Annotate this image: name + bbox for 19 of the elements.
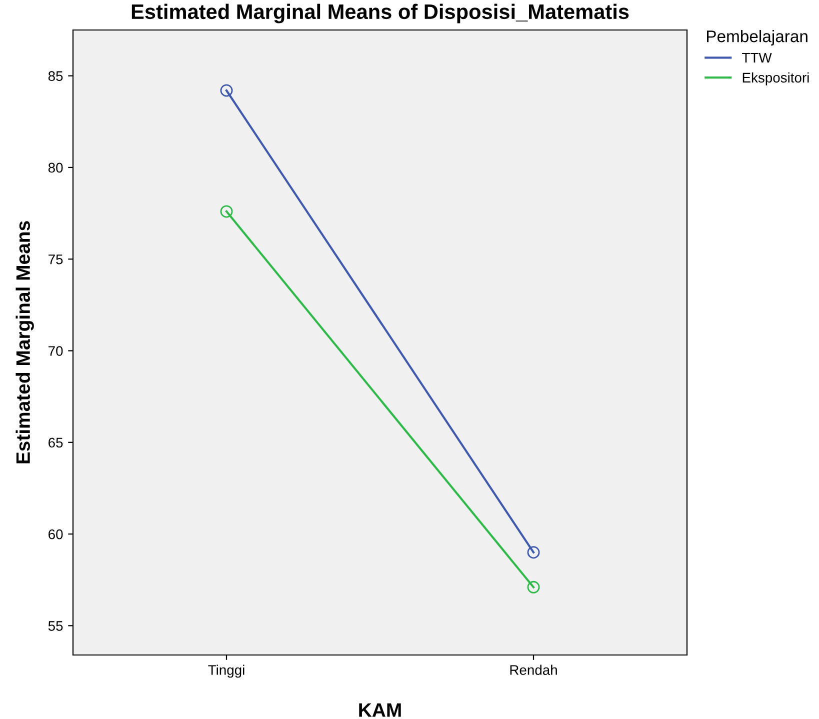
y-tick-label: 85 xyxy=(48,71,63,81)
point xyxy=(527,546,540,559)
x-axis-title: KAM xyxy=(359,703,401,717)
y-tick-label: 70 xyxy=(48,346,63,356)
legend-title: Pembelajaran xyxy=(707,30,808,46)
point xyxy=(220,84,233,97)
y-tick-label: 55 xyxy=(48,621,63,631)
x-tick-label: Rendah xyxy=(510,664,557,675)
chart-title: Estimated Marginal Means of Disposisi_Matematis xyxy=(132,4,629,24)
x-tick-label: Tinggi xyxy=(208,664,244,678)
y-axis-title: Estimated Marginal Means xyxy=(16,221,34,464)
y-tick-label: 60 xyxy=(48,529,63,540)
point xyxy=(220,205,233,218)
legend-label: Ekspositori xyxy=(742,72,809,86)
point xyxy=(527,580,540,594)
y-tick-label: 75 xyxy=(48,254,63,264)
y-tick-label: 80 xyxy=(48,162,63,173)
legend-label: TTW xyxy=(742,52,772,63)
y-tick-label: 65 xyxy=(48,438,63,448)
